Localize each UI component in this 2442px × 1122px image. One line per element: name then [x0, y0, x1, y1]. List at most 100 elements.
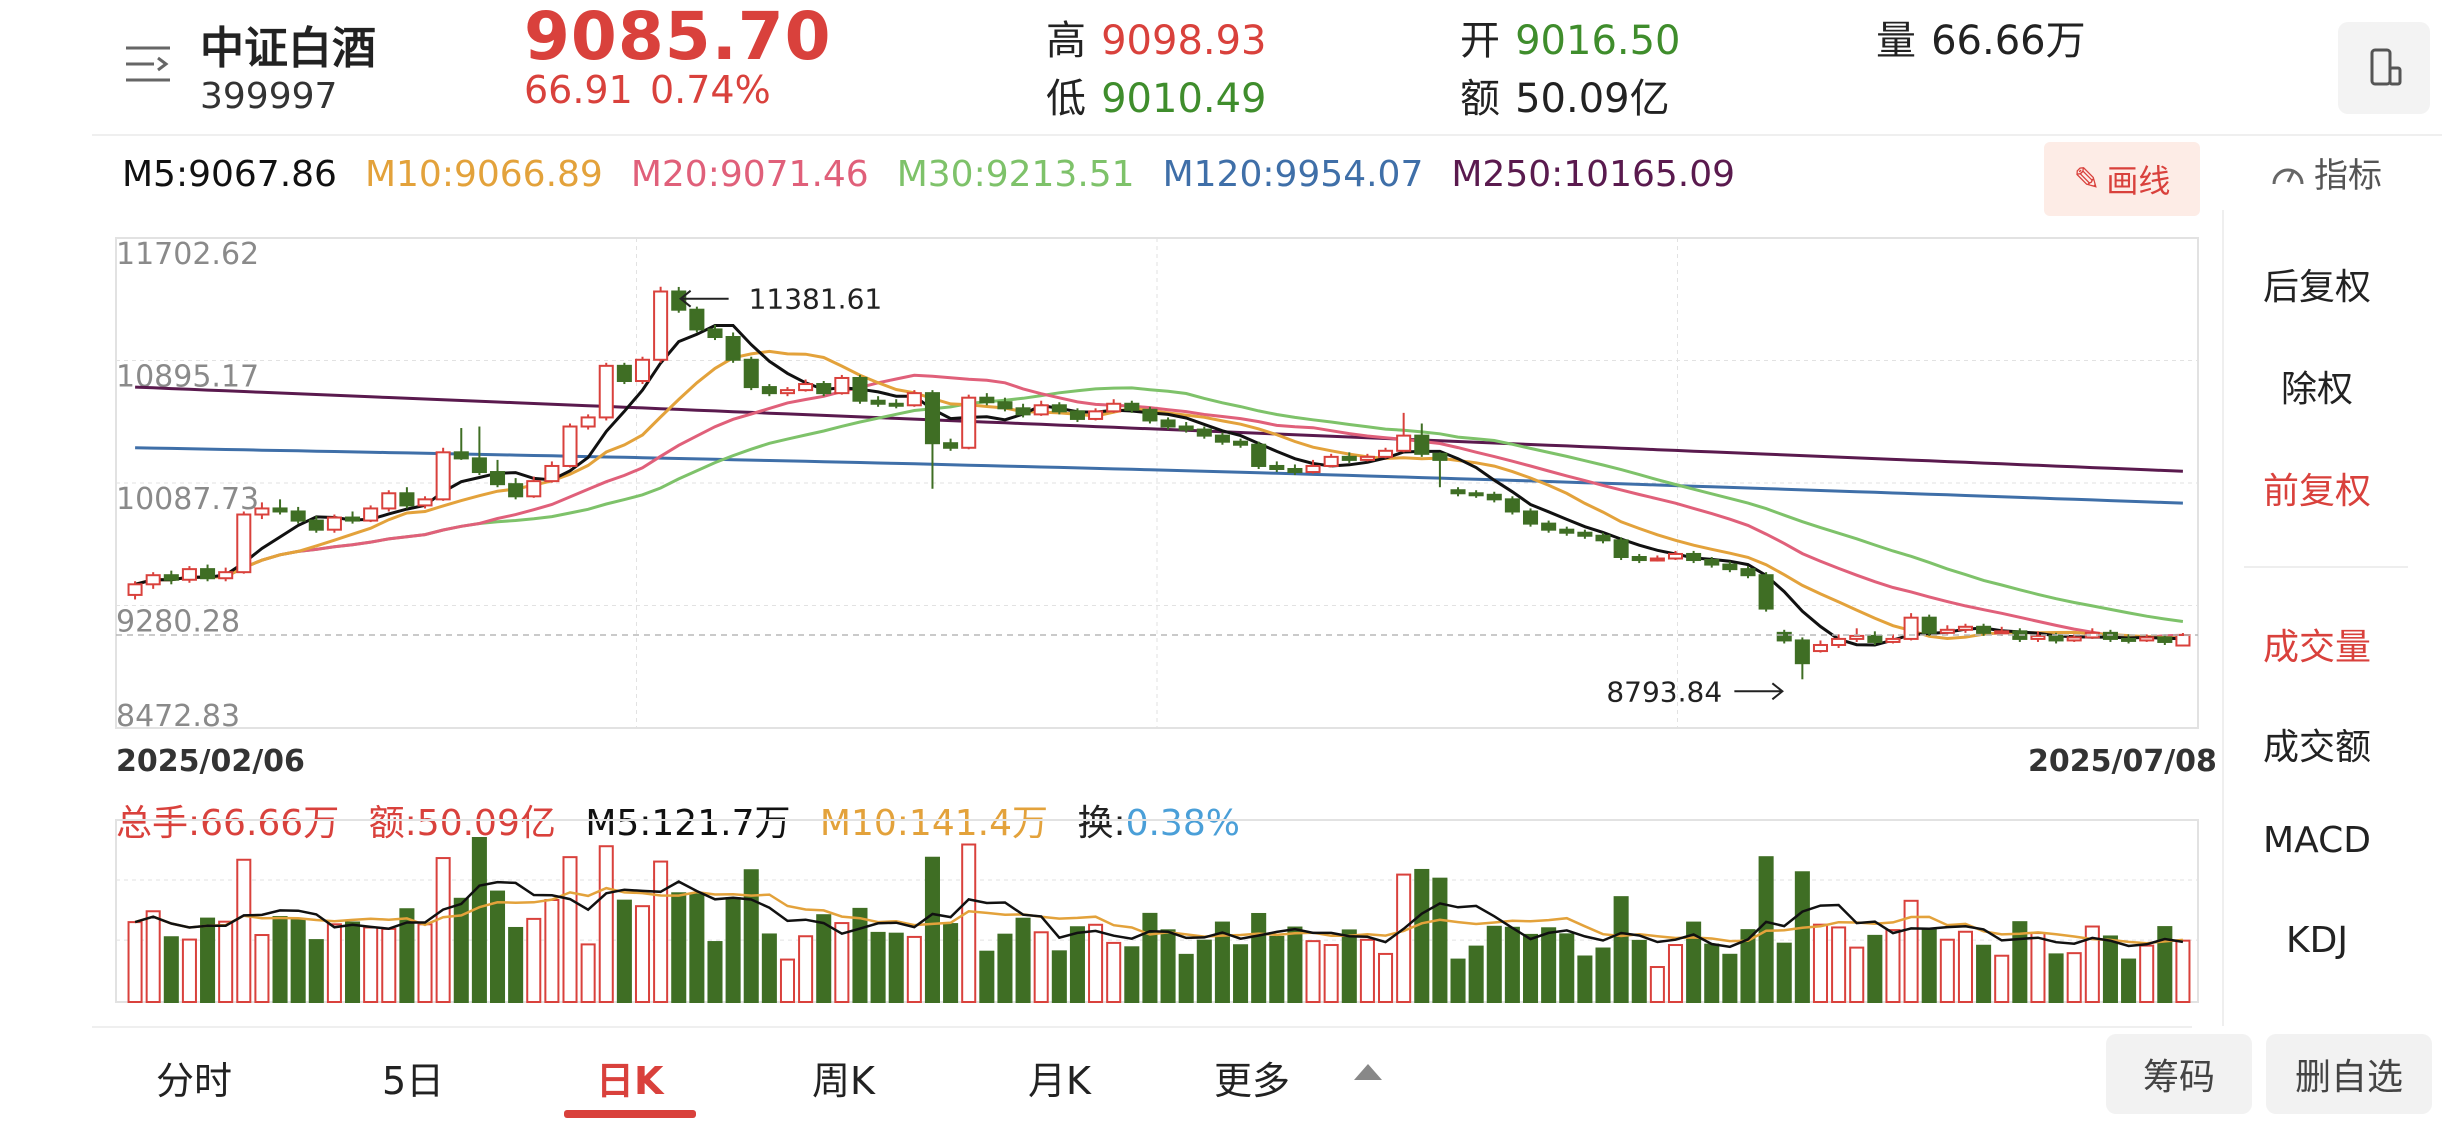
side-menu-item[interactable]: 成交额 — [2262, 727, 2371, 768]
side-menu-item[interactable]: KDJ — [2286, 920, 2348, 961]
candle-body — [399, 492, 415, 507]
volume-bar — [290, 919, 306, 1003]
side-menu-item[interactable]: 成交量 — [2262, 627, 2371, 668]
landscape-toggle-button[interactable] — [2338, 22, 2430, 114]
volume-bar — [1667, 944, 1684, 1004]
candle-body — [1142, 408, 1158, 422]
candle-body — [1613, 539, 1629, 558]
tab-4[interactable]: 周K — [812, 1059, 875, 1103]
phone-rotate-icon — [2370, 48, 2402, 86]
max-arrow-head — [679, 289, 692, 308]
volume-bar — [1124, 946, 1140, 1004]
candle-body — [1758, 574, 1774, 610]
candle-body — [526, 480, 542, 498]
tab-3[interactable]: 日K — [596, 1059, 664, 1103]
volume-bar — [1269, 935, 1285, 1004]
candle-body — [326, 516, 342, 531]
candle-body — [1323, 455, 1339, 467]
candle-body — [308, 519, 324, 531]
volume-bar — [707, 941, 723, 1004]
candle-body — [1396, 434, 1412, 452]
candle-body — [2157, 636, 2173, 643]
candle-body — [1468, 492, 1484, 497]
volume-bar — [2175, 939, 2191, 1003]
ma120-line — [135, 446, 2183, 505]
candle-body — [580, 416, 596, 428]
candle-body — [1033, 404, 1049, 416]
tab-5[interactable]: 月K — [1028, 1059, 1091, 1103]
candle-body — [1214, 434, 1230, 443]
candle-body — [1667, 552, 1684, 560]
volume-bar — [1686, 921, 1702, 1003]
candle-body — [1414, 434, 1430, 455]
candle-body — [1885, 637, 1901, 643]
side-menu-item[interactable]: MACD — [2263, 820, 2371, 861]
candle-body — [1686, 552, 1702, 562]
open-stat: 开 9016.50 — [1460, 8, 1681, 66]
candle-body — [1088, 410, 1104, 420]
volume-bar — [381, 927, 397, 1003]
candle-body — [779, 389, 796, 395]
volume-bar — [1305, 940, 1321, 1003]
volume-bar — [979, 950, 995, 1003]
candlestick-chart[interactable]: 11702.6210895.1710087.739280.288472.8311… — [0, 230, 2210, 750]
candle-body — [1051, 404, 1067, 413]
volume-bar — [489, 890, 506, 1003]
volume-bar — [417, 923, 433, 1003]
volume-bar — [580, 943, 596, 1003]
volume-value: 66.66万 — [1931, 18, 2086, 64]
ma-legend-item: M20:9071.46 — [630, 154, 869, 195]
candle-body — [616, 364, 632, 383]
ma-legend-item: M10:9066.89 — [364, 154, 603, 195]
menu-icon[interactable] — [124, 42, 172, 86]
stock-code: 399997 — [200, 76, 338, 117]
volume-bar — [1831, 926, 1847, 1003]
volume-bar — [2012, 921, 2028, 1003]
remove-watchlist-button[interactable]: 删自选 — [2266, 1034, 2432, 1114]
volume-bar — [1359, 938, 1375, 1003]
candle-body — [834, 376, 850, 395]
indicator-button[interactable]: 指标 — [2270, 148, 2382, 197]
side-menu-item[interactable]: 除权 — [2280, 369, 2353, 410]
volume-bar — [2139, 944, 2155, 1003]
low-value: 9010.49 — [1101, 76, 1267, 122]
volume-bar — [798, 935, 814, 1003]
volume-bar — [1649, 966, 1665, 1003]
candle-body — [435, 451, 451, 501]
candle-body — [1015, 407, 1031, 416]
volume-bar — [1051, 950, 1067, 1003]
volume-bar — [1106, 941, 1122, 1003]
volume-bar — [1414, 868, 1430, 1003]
tab-1[interactable]: 分时 — [156, 1059, 233, 1103]
volume-bar — [1522, 933, 1539, 1003]
side-menu-item[interactable]: 后复权 — [2262, 267, 2371, 308]
volume-bar — [1378, 952, 1394, 1003]
candle-body — [1631, 555, 1647, 562]
volume-bar — [689, 892, 705, 1003]
volume-chart[interactable] — [0, 790, 2210, 1030]
draw-line-button[interactable]: ✎ 画线 — [2044, 142, 2200, 216]
price-change-pct: 0.74% — [650, 68, 771, 112]
tab-2[interactable]: 5日 — [382, 1059, 445, 1103]
candle-body — [1957, 625, 1973, 631]
candle-body — [200, 568, 216, 580]
candle-body — [163, 574, 179, 581]
more-caret-icon[interactable] — [1352, 1062, 1384, 1086]
high-value: 9098.93 — [1101, 18, 1267, 64]
side-menu-item[interactable]: 前复权 — [2262, 471, 2371, 512]
tab-6[interactable]: 更多 — [1214, 1059, 1291, 1103]
candle-body — [508, 483, 524, 498]
candle-body — [2121, 637, 2137, 642]
volume-bar — [943, 923, 959, 1004]
candle-body — [544, 464, 560, 483]
volume-bar — [163, 936, 179, 1003]
candle-body — [290, 510, 306, 522]
low-label: 低 — [1046, 76, 1086, 122]
candle-body — [1124, 402, 1140, 411]
volume-bar — [1323, 944, 1339, 1004]
volume-label: 量 — [1876, 18, 1916, 64]
volume-bar — [1541, 927, 1557, 1003]
chip-distribution-button[interactable]: 筹码 — [2106, 1034, 2252, 1114]
volume-bar — [254, 934, 270, 1003]
volume-bar — [1088, 923, 1104, 1004]
